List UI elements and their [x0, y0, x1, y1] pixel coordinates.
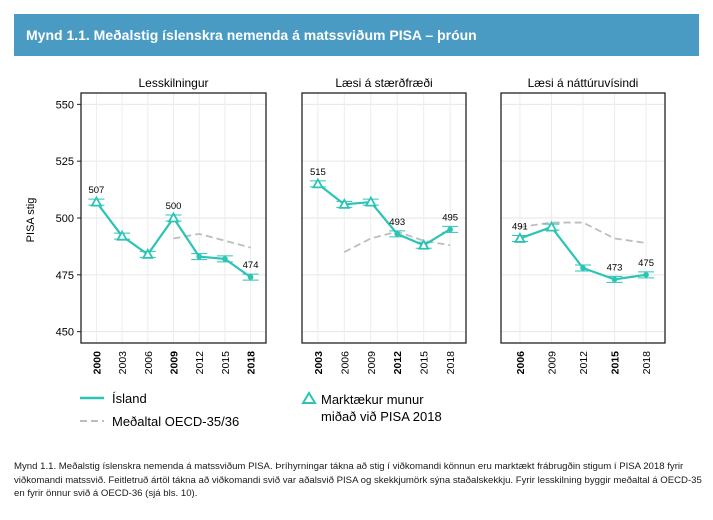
data-label: 500: [166, 201, 182, 212]
x-tick-label: 2009: [366, 351, 378, 375]
legend-significance-line2: miðað við PISA 2018: [321, 409, 442, 424]
data-point: [222, 256, 228, 262]
data-label: 475: [638, 258, 654, 269]
x-tick-label: 2006: [515, 351, 527, 375]
figure-title-bar: Mynd 1.1. Meðalstig íslenskra nemenda á …: [14, 14, 699, 56]
legend-triangle-icon: [301, 391, 317, 404]
data-label: 473: [607, 262, 623, 273]
x-tick-label: 2003: [313, 351, 325, 375]
x-tick-label: 2015: [220, 351, 232, 375]
chart-legend: Ísland Meðaltal OECD-35/36 Marktækur mun…: [80, 391, 442, 429]
x-tick-label: 2012: [392, 351, 404, 375]
legend-oecd-label: Meðaltal OECD-35/36: [112, 414, 239, 429]
x-tick-label: 2006: [339, 351, 351, 375]
legend-iceland-label: Ísland: [112, 391, 147, 406]
x-tick-label: 2018: [445, 351, 457, 375]
data-point: [580, 265, 586, 271]
y-tick-label: 550: [56, 99, 74, 111]
significance-triangle: [338, 198, 351, 209]
x-tick-label: 2009: [169, 351, 181, 375]
x-tick-label: 2018: [641, 351, 653, 375]
x-tick-label: 2015: [610, 351, 622, 375]
data-point: [196, 253, 202, 260]
panel-title: Lesskilningur: [138, 76, 208, 90]
x-tick-label: 2003: [117, 351, 129, 375]
figure-title: Mynd 1.1. Meðalstig íslenskra nemenda á …: [26, 27, 477, 43]
data-label: 495: [442, 212, 458, 223]
significance-triangle: [417, 238, 430, 250]
panel-3: Læsi á náttúruvísindi 2006 2009 2012 2015 201…: [500, 76, 666, 375]
x-tick-label: 2006: [143, 351, 155, 375]
legend-significance-line1: Marktækur munur: [321, 392, 424, 407]
chart-panels: Lesskilningur 450 475 500 525 550 2000 2003 2006…: [56, 76, 666, 375]
panel-2: Læsi á stærðfræði 2003 2006 2009 2012 2015 201…: [301, 76, 467, 375]
x-tick-label: 2000: [91, 351, 103, 375]
iceland-series-line: [317, 183, 451, 247]
significance-triangle: [364, 195, 377, 207]
y-tick-label: 475: [56, 270, 74, 282]
data-point: [447, 226, 453, 233]
significance-triangle: [513, 232, 526, 243]
data-point: [611, 276, 618, 283]
data-point: [394, 231, 401, 237]
significance-triangle: [90, 195, 103, 207]
panel-frame: [500, 92, 666, 344]
panel-title: Læsi á stærðfræði: [335, 76, 432, 90]
y-axis-label: PISA stig: [25, 198, 37, 243]
pisa-trend-chart: PISA stig Lesskilningur 450 475 500 525 550 20…: [25, 76, 666, 429]
panel-1: Lesskilningur 450 475 500 525 550 2000 2003 2006…: [56, 76, 267, 375]
y-tick-label: 525: [56, 156, 74, 168]
x-tick-label: 2012: [578, 351, 590, 375]
y-tick-label: 450: [56, 327, 74, 339]
data-label: 493: [389, 217, 405, 228]
x-tick-label: 2015: [419, 351, 431, 375]
data-point: [247, 274, 254, 280]
x-tick-label: 2012: [194, 351, 206, 375]
data-label: 515: [310, 167, 326, 178]
figure-caption: Mynd 1.1. Meðalstig íslenskra nemenda á …: [14, 461, 702, 499]
significance-triangle: [116, 229, 129, 241]
data-label: 491: [512, 221, 528, 232]
significance-triangle: [141, 248, 154, 259]
panel-frame: [301, 92, 467, 344]
x-tick-label: 2009: [546, 351, 558, 375]
x-tick-label: 2018: [246, 351, 258, 375]
significance-triangle: [545, 220, 558, 232]
significance-triangle: [167, 211, 180, 223]
y-tick-label: 500: [56, 213, 74, 225]
data-label: 507: [88, 185, 104, 196]
data-point: [643, 272, 649, 278]
data-label: 474: [243, 260, 259, 271]
panel-title: Læsi á náttúruvísindi: [528, 76, 639, 90]
significance-triangle: [311, 177, 324, 189]
